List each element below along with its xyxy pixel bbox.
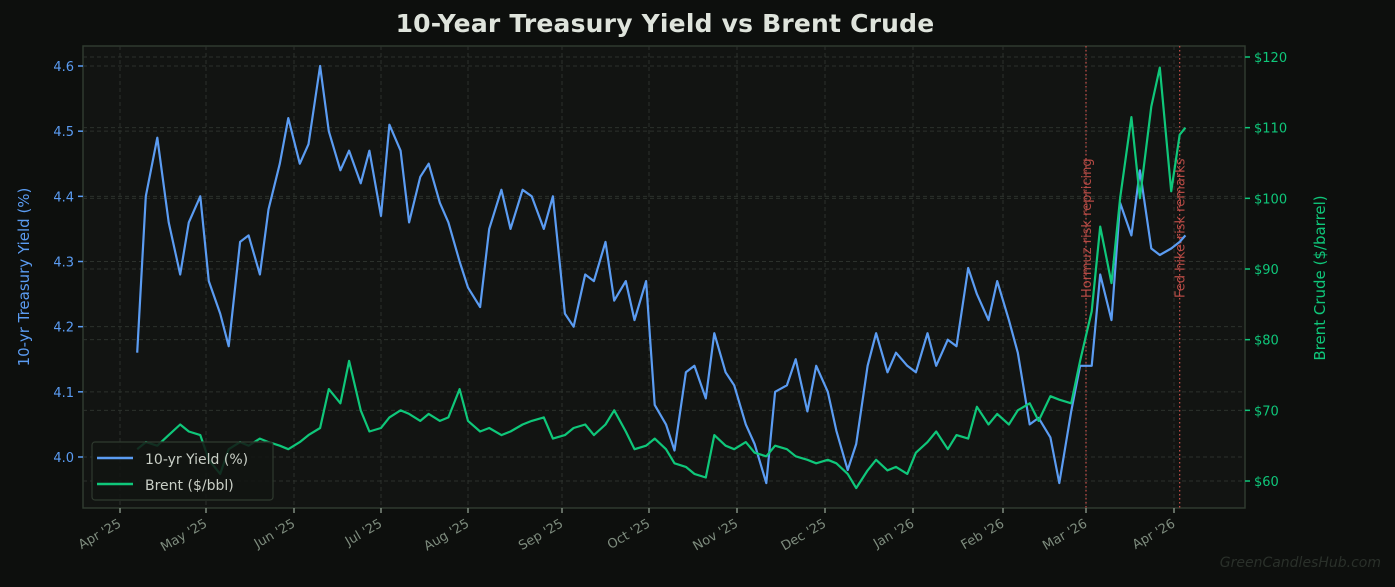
x-tick-label: Apr '26 [1130,516,1178,552]
left-axis-label: 10-yr Treasury Yield (%) [15,188,33,367]
right-y-axis: $60 $70 $80 $90 $100 $110 $120 [1245,51,1287,490]
legend-box [91,441,274,501]
right-tick-label: $60 [1254,475,1279,490]
annotation-label: Fed hike-risk remarks [1174,158,1189,298]
right-tick-label: $80 [1254,334,1279,349]
x-tick-label: Feb '26 [959,516,1007,553]
right-tick-label: $70 [1254,404,1279,419]
x-tick-label: May '25 [158,516,210,555]
event-annotations: Hormuz risk repricing Fed hike-risk remar… [1080,46,1189,508]
x-tick-label: Dec '25 [779,516,829,554]
legend: 10-yr Yield (%) Brent ($/bbl) [91,441,274,501]
x-tick-label: Jun '25 [251,516,298,552]
left-tick-label: 4.3 [53,256,74,271]
yield-line [136,64,1187,485]
right-tick-label: $100 [1254,192,1287,207]
x-tick-label: Jan '26 [870,516,917,552]
right-tick-label: $110 [1254,122,1287,137]
left-tick-label: 4.2 [53,321,74,336]
grid-lines [83,46,1245,508]
x-tick-label: Apr '25 [76,516,124,552]
left-tick-label: 4.5 [53,125,74,140]
annotation-label: Hormuz risk repricing [1080,158,1095,298]
x-tick-label: Sep '25 [516,516,566,553]
series-lines [136,64,1187,490]
legend-yield-label: 10-yr Yield (%) [145,452,248,468]
x-axis: Apr '25 May '25 Jun '25 Jul '25 Aug '25 Sep '… [76,508,1178,555]
right-tick-label: $90 [1254,263,1279,278]
legend-brent-label: Brent ($/bbl) [145,478,234,494]
left-tick-label: 4.6 [53,60,74,75]
left-y-axis: 4.0 4.1 4.2 4.3 4.4 4.5 4.6 [53,60,83,466]
plot-area [82,45,1246,509]
watermark: GreenCandlesHub.com [1219,555,1381,571]
right-tick-label: $120 [1254,51,1287,66]
x-tick-label: Mar '26 [1040,516,1090,553]
right-axis-label: Brent Crude ($/barrel) [1311,195,1329,360]
brent-line [136,66,1187,490]
left-tick-label: 4.1 [53,386,74,401]
x-tick-label: Aug '25 [422,516,472,554]
x-tick-label: Nov '25 [691,516,741,554]
left-tick-label: 4.4 [53,190,74,205]
left-tick-label: 4.0 [53,451,74,466]
x-tick-label: Oct '25 [605,516,653,552]
x-tick-label: Jul '25 [342,516,385,549]
chart-title: 10-Year Treasury Yield vs Brent Crude [395,9,935,38]
